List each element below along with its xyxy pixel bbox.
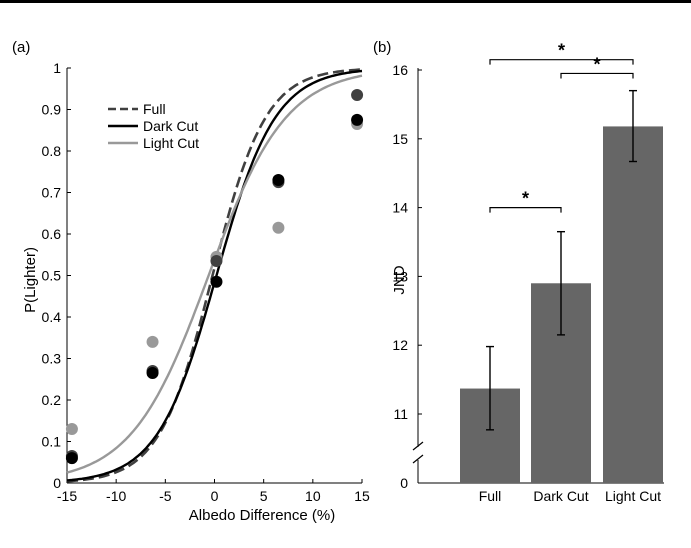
y-tick-label: 0.3 bbox=[42, 351, 62, 367]
y-tick-label: 16 bbox=[392, 62, 408, 78]
y-axis-label-b: JND bbox=[391, 265, 408, 294]
significance-star: * bbox=[593, 54, 600, 74]
y-tick-label: 15 bbox=[392, 131, 408, 147]
x-tick-label: Full bbox=[479, 488, 502, 504]
x-tick-label: Light Cut bbox=[605, 488, 661, 504]
significance-star: * bbox=[558, 41, 565, 61]
data-point-light-cut bbox=[272, 221, 285, 234]
y-axis-label: P(Lighter) bbox=[22, 247, 39, 313]
y-tick-label: 14 bbox=[392, 200, 408, 216]
bar-light-cut bbox=[603, 126, 663, 483]
axis-break-mark bbox=[412, 454, 424, 464]
data-point-dark-cut bbox=[351, 113, 364, 126]
x-tick-label: Dark Cut bbox=[533, 488, 588, 504]
axis-break-mark bbox=[412, 441, 424, 451]
y-tick-label: 0.5 bbox=[42, 268, 62, 284]
legend-label: Full bbox=[143, 101, 166, 117]
chart-a-points bbox=[65, 88, 364, 465]
y-tick-label: 0.1 bbox=[42, 434, 62, 450]
significance-bracket bbox=[489, 59, 634, 65]
data-point-dark-cut bbox=[210, 275, 223, 288]
y-tick-label: 13 bbox=[392, 268, 408, 284]
panel-label-a: (a) bbox=[12, 39, 30, 56]
x-tick-label: 0 bbox=[211, 488, 219, 504]
y-tick-label: 0.8 bbox=[42, 143, 62, 159]
data-point-light-cut bbox=[65, 423, 78, 436]
y-tick-label: 1 bbox=[53, 60, 61, 76]
y-tick-label: 11 bbox=[393, 406, 408, 422]
x-tick-label: 15 bbox=[354, 488, 370, 504]
y-tick-label: 0.6 bbox=[42, 226, 62, 242]
x-tick-label: -15 bbox=[57, 488, 77, 504]
significance-star: * bbox=[522, 189, 529, 209]
y-tick-label: 0 bbox=[53, 475, 61, 491]
chart-b-significance: * * * bbox=[489, 41, 634, 213]
top-border-line bbox=[0, 0, 691, 3]
y-tick-label: 0.7 bbox=[42, 185, 62, 201]
legend-label: Light Cut bbox=[143, 135, 199, 151]
data-point-dark-cut bbox=[65, 452, 78, 465]
x-tick-label: 10 bbox=[305, 488, 321, 504]
chart-a-axes: 0 0.1 0.2 0.3 0.4 0.5 0.6 0.7 0.8 0.9 1 -15 -10 -5 0 5 1… bbox=[42, 60, 370, 504]
data-point-dark-cut bbox=[272, 174, 285, 187]
y-tick-label-zero: 0 bbox=[400, 475, 408, 491]
data-point-full bbox=[210, 254, 223, 267]
y-tick-label: 0.4 bbox=[42, 309, 62, 325]
y-tick-label: 12 bbox=[392, 337, 408, 353]
panel-label-b: (b) bbox=[373, 39, 391, 56]
x-tick-label: -5 bbox=[159, 488, 172, 504]
legend-label: Dark Cut bbox=[143, 118, 198, 134]
x-tick-label: 5 bbox=[260, 488, 268, 504]
data-point-full bbox=[351, 88, 364, 101]
fit-curve-full bbox=[66, 68, 363, 483]
significance-bracket bbox=[489, 207, 562, 213]
y-tick-label: 0.2 bbox=[42, 392, 62, 408]
data-point-dark-cut bbox=[146, 367, 159, 380]
data-point-light-cut bbox=[146, 335, 159, 348]
x-axis-label: Albedo Difference (%) bbox=[189, 507, 335, 524]
y-tick-label: 0.9 bbox=[42, 102, 62, 118]
significance-bracket bbox=[560, 72, 634, 79]
chart-b-bars: Full Dark Cut Light Cut bbox=[460, 89, 663, 504]
x-tick-label: -10 bbox=[106, 488, 126, 504]
